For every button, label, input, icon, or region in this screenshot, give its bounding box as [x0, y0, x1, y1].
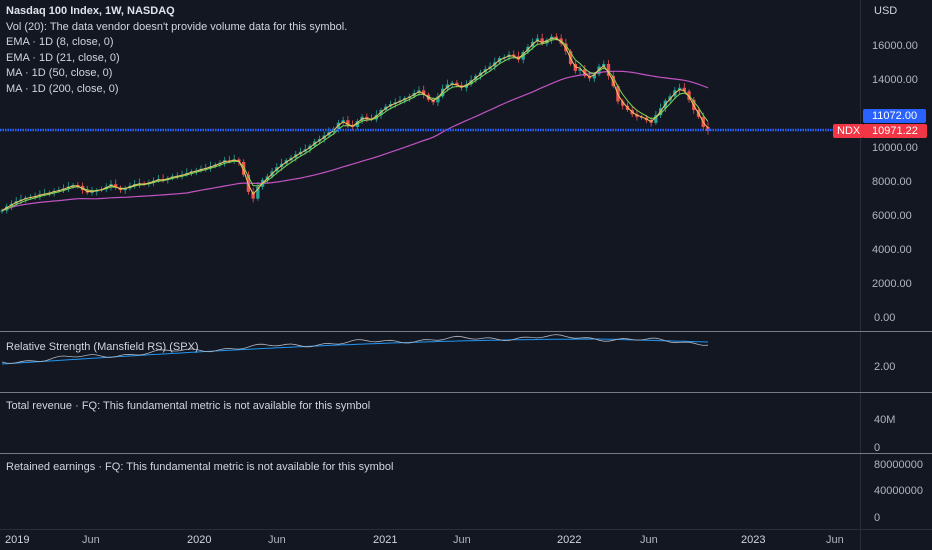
pane-separator[interactable] [0, 392, 932, 393]
time-tick: Jun [268, 534, 286, 546]
time-tick: 2020 [187, 534, 212, 546]
price-tick: 0.00 [874, 312, 896, 324]
last-price-tag[interactable]: 10971.22 [863, 124, 927, 138]
total-revenue-pane[interactable]: Total revenue · FQ: This fundamental met… [0, 393, 932, 454]
earnings-tick: 40000000 [874, 485, 923, 497]
revenue-tick: 0 [874, 442, 881, 454]
legend-ma-200[interactable]: MA · 1D (200, close, 0) [6, 82, 119, 95]
relative-strength-pane[interactable]: Relative Strength (Mansfield RS) (SPX) 2… [0, 332, 932, 391]
pane-separator[interactable] [0, 331, 932, 332]
candle-body [654, 115, 658, 123]
price-tick: 8000.00 [872, 176, 912, 188]
candle-body [573, 63, 577, 71]
candle-body [455, 82, 459, 86]
time-tick: 2021 [373, 534, 398, 546]
rs-average-line [1, 338, 709, 365]
candle-body [621, 101, 625, 106]
legend-ema-8[interactable]: EMA · 1D (8, close, 0) [6, 36, 114, 48]
legend-ma-50[interactable]: MA · 1D (50, close, 0) [6, 67, 113, 79]
price-tick: 6000.00 [872, 210, 912, 222]
candle-body [422, 90, 426, 95]
earnings-label[interactable]: Retained earnings · FQ: This fundamental… [6, 461, 394, 473]
candle-body [90, 191, 94, 193]
time-axis-separator [0, 529, 932, 530]
time-tick: Jun [82, 534, 100, 546]
time-tick: 2019 [5, 534, 30, 546]
candle-body [545, 40, 549, 44]
earnings-tick: 80000000 [874, 459, 923, 471]
pane-separator[interactable] [0, 453, 932, 454]
retained-earnings-pane[interactable]: Retained earnings · FQ: This fundamental… [0, 454, 932, 528]
price-tick: 10000.00 [872, 142, 918, 154]
time-axis[interactable]: 2019 Jun 2020 Jun 2021 Jun 2022 Jun 2023… [0, 530, 932, 550]
candle-body [436, 96, 440, 103]
time-tick: 2022 [557, 534, 582, 546]
candle-body [374, 115, 378, 120]
candle-body [450, 82, 454, 85]
candle-body [578, 69, 582, 71]
candle-body [256, 186, 260, 199]
candle-body [114, 184, 118, 188]
price-chart-canvas[interactable] [0, 0, 932, 330]
revenue-tick: 40M [874, 414, 896, 426]
price-tick: 14000.00 [872, 74, 918, 86]
price-tick: 2000.00 [872, 278, 912, 290]
candle-body [241, 161, 246, 175]
earnings-tick: 0 [874, 512, 881, 524]
rs-chart-canvas [1, 334, 709, 365]
time-tick: Jun [453, 534, 471, 546]
candle-body [592, 74, 596, 79]
currency-label[interactable]: USD [874, 5, 898, 17]
rs-line [1, 334, 709, 364]
ma-200-line [1, 70, 709, 212]
time-tick: Jun [826, 534, 844, 546]
time-tick: Jun [640, 534, 658, 546]
candle-body [540, 38, 544, 44]
candle-body [583, 69, 587, 76]
symbol-title[interactable]: Nasdaq 100 Index, 1W, NASDAQ [6, 5, 175, 17]
symbol-tag[interactable]: NDX [833, 124, 865, 138]
candle-body [606, 63, 611, 76]
candle-body [346, 120, 350, 126]
legend-ema-21[interactable]: EMA · 1D (21, close, 0) [6, 51, 120, 64]
rs-label[interactable]: Relative Strength (Mansfield RS) (SPX) [6, 341, 199, 353]
candle-body [0, 210, 4, 212]
time-tick: 2023 [741, 534, 766, 546]
candle-body [237, 159, 241, 162]
ema-8-line [1, 37, 709, 212]
price-axis-separator [860, 0, 861, 550]
revenue-label[interactable]: Total revenue · FQ: This fundamental met… [6, 400, 371, 412]
candle-body [682, 87, 686, 92]
candle-body [365, 116, 369, 119]
price-tick: 16000.00 [872, 40, 918, 52]
candle-body [512, 54, 516, 57]
level-price-tag[interactable]: 11072.00 [863, 109, 927, 123]
main-price-pane[interactable]: Nasdaq 100 Index, 1W, NASDAQ Vol (20): T… [0, 0, 932, 330]
rs-tick: 2.00 [874, 361, 896, 373]
price-tick: 4000.00 [872, 244, 912, 256]
candle-body [554, 36, 559, 39]
candle-body [251, 191, 255, 199]
chart-legend: Nasdaq 100 Index, 1W, NASDAQ Vol (20): T… [6, 4, 347, 97]
legend-volume[interactable]: Vol (20): The data vendor doesn't provid… [6, 20, 348, 33]
candle-body [123, 188, 127, 191]
